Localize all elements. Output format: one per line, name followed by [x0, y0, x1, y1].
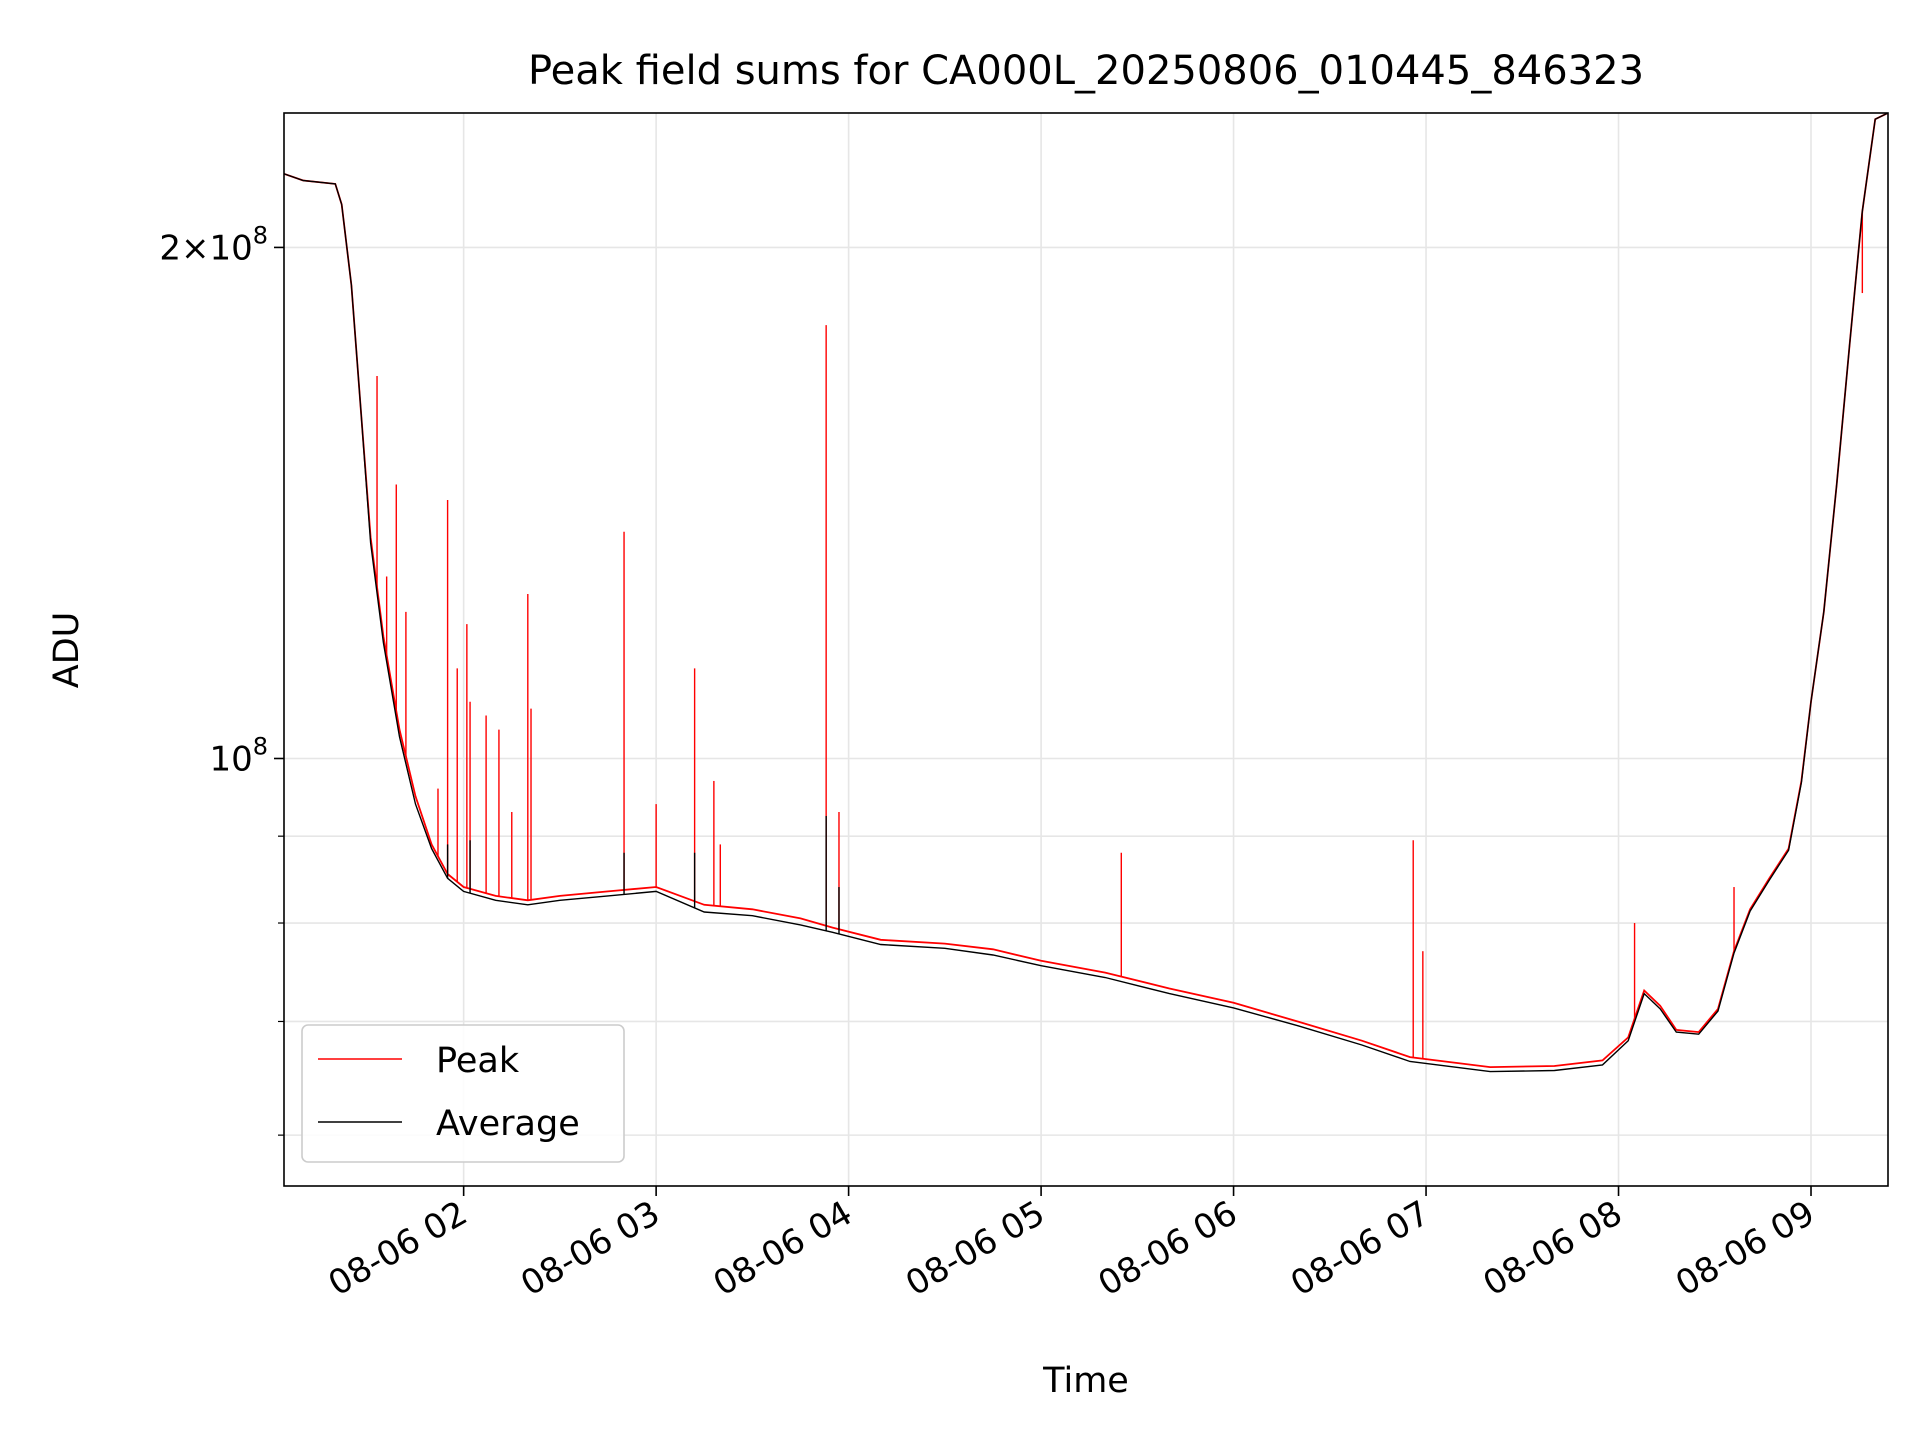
grid [284, 113, 1888, 1186]
chart-title: Peak field sums for CA000L_20250806_0104… [528, 48, 1644, 94]
y-tick-label: 108 [209, 732, 268, 779]
legend-peak-label: Peak [436, 1041, 520, 1081]
y-axis-label: ADU [47, 612, 87, 689]
plot-frame [283, 112, 1889, 1187]
legend: Peak Average [301, 1024, 625, 1163]
legend-average-label: Average [436, 1104, 580, 1144]
y-tick-label: 2×108 [159, 221, 268, 268]
x-axis-label: Time [1042, 1361, 1129, 1401]
series-layer [284, 113, 1888, 1073]
peak-series-line [284, 113, 1888, 1069]
average-series-line [284, 113, 1888, 1073]
